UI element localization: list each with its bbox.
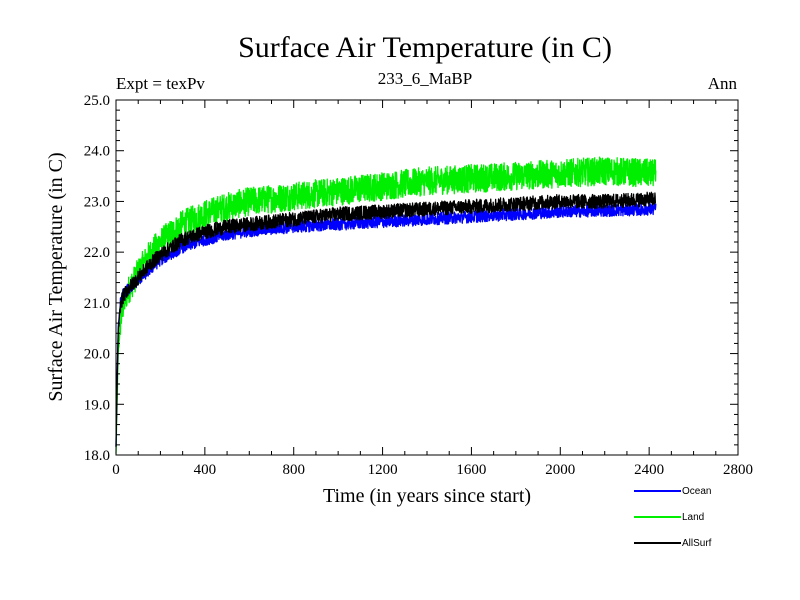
y-tick-label-2: 20.0 [84,347,110,363]
season-label: Ann [708,74,738,93]
y-tick-label-0: 18.0 [84,448,110,464]
series-line-land [115,156,657,454]
y-tick-label-7: 25.0 [84,93,110,109]
legend-label-land: Land [682,512,704,523]
x-tick-label-4: 1600 [456,462,486,478]
experiment-label: Expt = texPv [116,74,205,93]
x-axis-label: Time (in years since start) [323,485,531,507]
run-label: 233_6_MaBP [378,69,472,88]
x-tick-label-2: 800 [282,462,305,478]
y-tick-label-1: 19.0 [84,397,110,413]
x-tick-label-0: 0 [112,462,120,478]
y-tick-label-5: 23.0 [84,194,110,210]
y-tick-label-4: 22.0 [84,245,110,261]
y-tick-label-6: 24.0 [84,144,110,160]
legend-label-ocean: Ocean [682,486,711,497]
x-tick-label-3: 1200 [368,462,398,478]
x-tick-label-7: 2800 [723,462,753,478]
x-tick-label-5: 2000 [545,462,575,478]
legend-label-allsurf: AllSurf [682,538,712,549]
ticks-layer: 0 400 800 1200 1600 2000 2400 2800 18.0 19.0 20.0 2… [84,93,753,478]
legend: Ocean Land AllSurf [634,486,712,549]
x-tick-label-6: 2400 [634,462,664,478]
chart-title: Surface Air Temperature (in C) [238,31,612,64]
y-axis-label: Surface Air Temperature (in C) [45,152,67,401]
y-tick-label-3: 21.0 [84,296,110,312]
x-tick-label-1: 400 [194,462,217,478]
plot-frame [115,99,739,456]
series-line-allsurf [115,191,657,447]
series-layer [115,156,657,454]
